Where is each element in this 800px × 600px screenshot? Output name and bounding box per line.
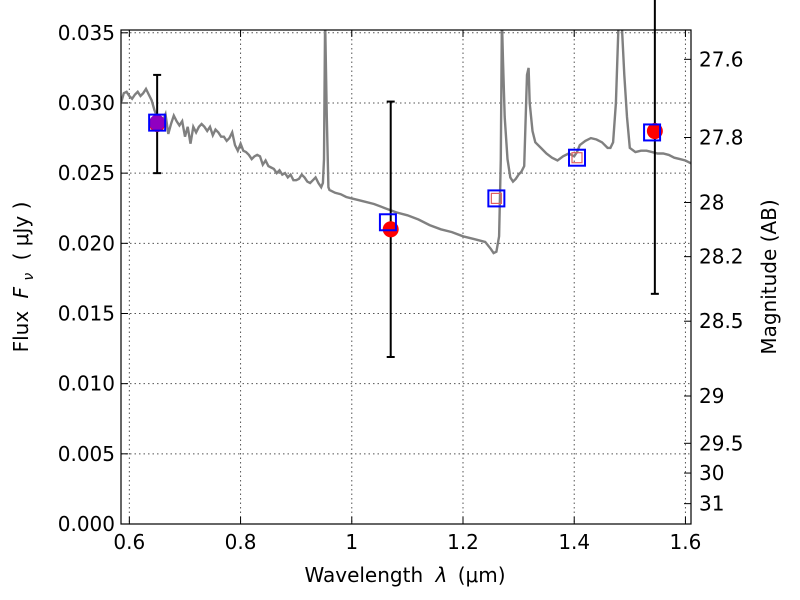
y2-axis-ticks: 27.6 27.8 28 28.2 28.5 29 29.5 30 31 bbox=[684, 47, 744, 516]
y-axis-ticks: 0.000 0.005 0.010 0.015 0.020 0.025 0.030 0.035 bbox=[58, 21, 128, 536]
y2-tick-label: 28.5 bbox=[699, 309, 744, 333]
model-square-inner bbox=[490, 192, 502, 205]
y-tick-label: 0.030 bbox=[58, 91, 115, 115]
y2-tick-label: 29 bbox=[699, 384, 724, 408]
y2-tick-label: 27.6 bbox=[699, 47, 744, 71]
y-tick-label: 0.035 bbox=[58, 21, 115, 45]
data-point bbox=[646, 123, 663, 140]
y-tick-label: 0.025 bbox=[58, 161, 115, 185]
x-axis-ticks: 0.6 0.8 1 1.2 1.4 1.6 bbox=[113, 30, 701, 554]
y-axis-title: Flux F ν ( μJy ) bbox=[9, 202, 38, 353]
model-square bbox=[487, 189, 506, 208]
y2-tick-label: 30 bbox=[699, 461, 724, 485]
y2-tick-label: 28 bbox=[699, 190, 724, 214]
model-square bbox=[378, 213, 397, 232]
y2-tick-label: 31 bbox=[699, 492, 724, 516]
x-tick-label: 0.8 bbox=[225, 530, 257, 554]
plot-frame bbox=[120, 29, 692, 525]
x-tick-label: 1.4 bbox=[558, 530, 590, 554]
y2-tick-label: 29.5 bbox=[699, 431, 744, 455]
model-square-inner bbox=[571, 152, 583, 164]
y2-axis-title: Magnitude (AB) bbox=[757, 199, 781, 354]
y2-tick-label: 28.2 bbox=[699, 245, 744, 269]
x-tick-label: 1 bbox=[345, 530, 358, 554]
spectrum-line bbox=[121, 30, 691, 255]
y-tick-label: 0.020 bbox=[58, 231, 115, 255]
data-point bbox=[149, 114, 166, 131]
model-square bbox=[148, 113, 167, 132]
x-axis-title: Wavelength λ (μm) bbox=[304, 563, 505, 587]
grid-lines bbox=[121, 30, 691, 525]
y-tick-label: 0.015 bbox=[58, 301, 115, 325]
y2-tick-label: 27.8 bbox=[699, 126, 744, 150]
x-tick-label: 0.6 bbox=[113, 530, 145, 554]
y-tick-label: 0.005 bbox=[58, 442, 115, 466]
x-tick-label: 1.2 bbox=[447, 530, 479, 554]
plot-area bbox=[121, 0, 691, 358]
y-tick-label: 0.000 bbox=[58, 512, 115, 536]
model-square bbox=[568, 148, 586, 167]
y-tick-label: 0.010 bbox=[58, 372, 115, 396]
model-square bbox=[643, 123, 662, 142]
x-tick-label: 1.6 bbox=[670, 530, 702, 554]
